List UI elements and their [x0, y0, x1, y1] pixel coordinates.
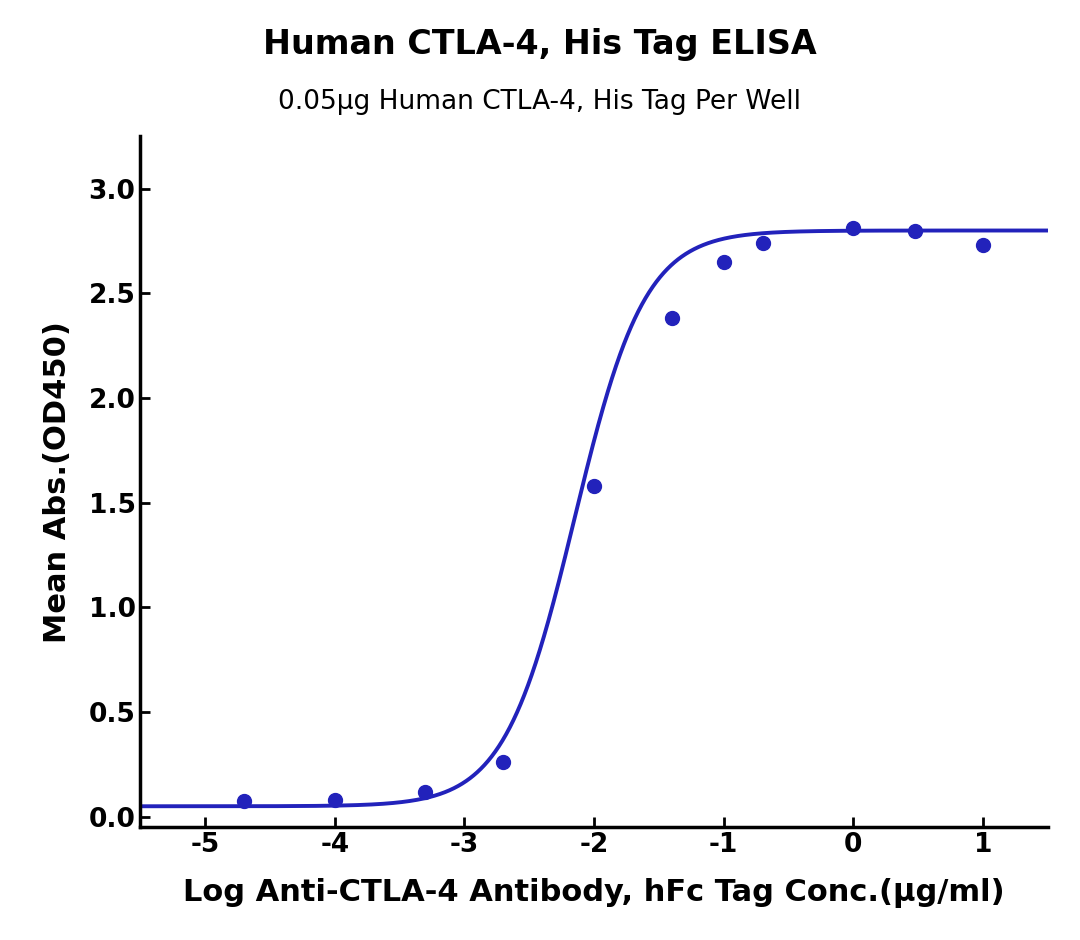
Text: Human CTLA-4, His Tag ELISA: Human CTLA-4, His Tag ELISA: [264, 28, 816, 61]
Text: 0.05μg Human CTLA-4, His Tag Per Well: 0.05μg Human CTLA-4, His Tag Per Well: [279, 89, 801, 116]
X-axis label: Log Anti-CTLA-4 Antibody, hFc Tag Conc.(μg/ml): Log Anti-CTLA-4 Antibody, hFc Tag Conc.(…: [184, 878, 1004, 907]
Y-axis label: Mean Abs.(OD450): Mean Abs.(OD450): [43, 321, 72, 643]
